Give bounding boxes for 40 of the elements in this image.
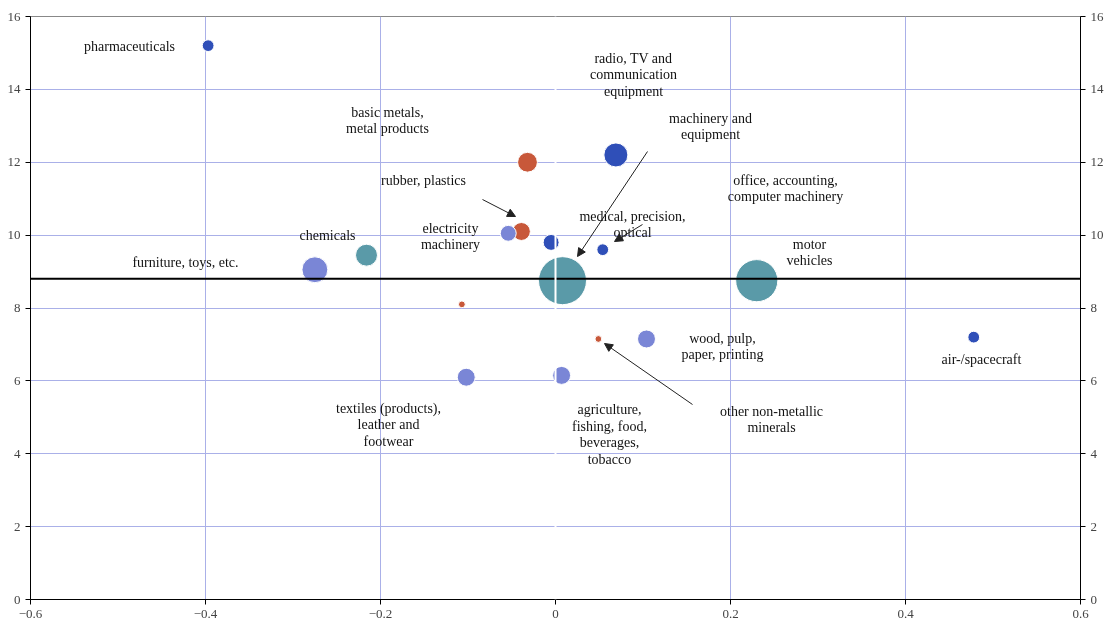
annotation: air-/spacecraft xyxy=(941,352,1022,367)
annotation: wood, pulp, paper, printing xyxy=(681,330,764,363)
annotation: motor vehicles xyxy=(786,236,833,269)
x-tick-label: 0 xyxy=(552,605,559,621)
annotation: pharmaceuticals xyxy=(84,39,175,54)
annotation: chemicals xyxy=(299,228,356,243)
y-tick-label: 12 xyxy=(7,154,21,170)
annotation: basic metals, metal products xyxy=(346,104,429,137)
x-tick-label: −0.4 xyxy=(193,605,218,621)
annotation: furniture, toys, etc. xyxy=(132,255,239,270)
x-tick-label: 0.6 xyxy=(1072,605,1090,621)
y-tick-label: 16 xyxy=(7,8,21,24)
y-tick-label: 6 xyxy=(14,372,21,388)
annotation: machinery and equipment xyxy=(669,110,752,143)
x-tick-label: 0.2 xyxy=(722,605,739,621)
y-tick-label: 0 xyxy=(14,591,21,607)
annotation: electricity machinery xyxy=(420,220,481,253)
y-tick-label: 10 xyxy=(7,227,21,243)
y-tick-label: 14 xyxy=(7,81,21,97)
y2-tick-label: 2 xyxy=(1090,518,1097,534)
y2-tick-label: 14 xyxy=(1090,81,1104,97)
y-tick-label: 4 xyxy=(14,445,21,461)
y2-tick-label: 8 xyxy=(1090,300,1097,315)
annotation: other non-metallic minerals xyxy=(719,403,824,436)
y2-tick-label: 12 xyxy=(1090,154,1104,170)
y2-tick-label: 10 xyxy=(1090,227,1104,243)
y-tick-label: 2 xyxy=(14,518,21,534)
annotation: agriculture, fishing, food, beverages, tobacco xyxy=(571,402,648,467)
annotation: rubber, plastics xyxy=(381,173,466,188)
y2-tick-label: 4 xyxy=(1090,445,1098,461)
x-tick-label: −0.6 xyxy=(18,605,43,621)
x-tick-label: −0.2 xyxy=(368,605,393,621)
annotation: office, accounting, computer machinery xyxy=(727,172,844,205)
y-tick-label: 8 xyxy=(14,300,21,315)
y2-tick-label: 6 xyxy=(1090,372,1098,388)
annotation: radio, TV and communication equipment xyxy=(589,50,678,99)
y2-tick-label: 16 xyxy=(1090,8,1104,24)
annotation: textiles (products), leather and footwear xyxy=(336,400,441,449)
x-tick-label: 0.4 xyxy=(897,605,915,621)
y2-tick-label: 0 xyxy=(1090,591,1097,607)
